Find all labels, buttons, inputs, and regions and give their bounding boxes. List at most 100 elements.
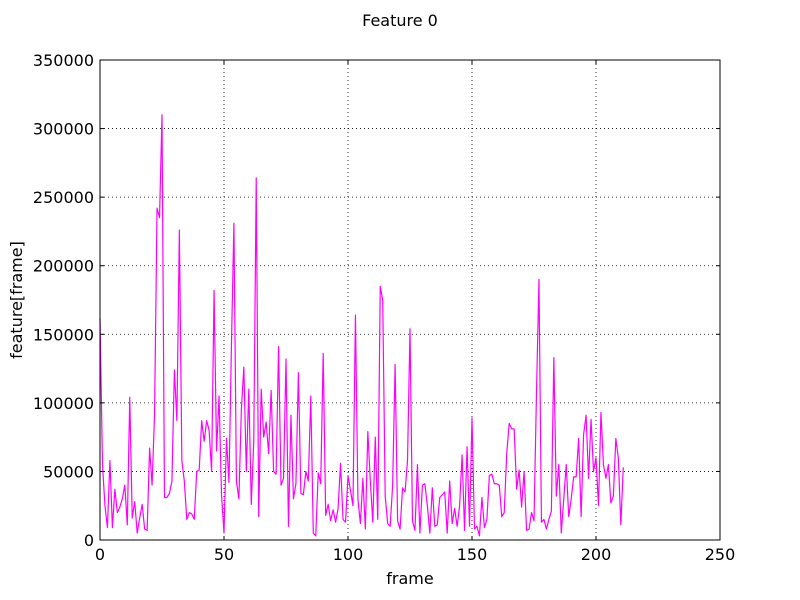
y-tick-label: 0 <box>84 531 94 550</box>
data-point <box>124 485 125 486</box>
data-point <box>216 450 217 451</box>
data-point <box>231 345 232 346</box>
data-point <box>218 395 219 396</box>
data-point <box>211 471 212 472</box>
data-point <box>504 512 505 513</box>
data-point <box>382 299 383 300</box>
data-point <box>142 504 143 505</box>
data-point <box>442 494 443 495</box>
data-point <box>213 290 214 291</box>
data-point <box>293 498 294 499</box>
data-point <box>585 415 586 416</box>
data-point <box>206 420 207 421</box>
data-point <box>298 372 299 373</box>
data-point <box>439 497 440 498</box>
x-tick-label: 250 <box>705 545 736 564</box>
data-point <box>499 485 500 486</box>
data-point <box>600 412 601 413</box>
data-point <box>236 480 237 481</box>
data-point <box>541 522 542 523</box>
data-point <box>233 223 234 224</box>
data-point <box>122 498 123 499</box>
data-point <box>563 498 564 499</box>
data-point <box>290 415 291 416</box>
data-point <box>471 417 472 418</box>
data-point <box>109 460 110 461</box>
data-point <box>466 446 467 447</box>
data-point <box>454 508 455 509</box>
data-point <box>514 428 515 429</box>
data-point <box>370 480 371 481</box>
data-point <box>119 506 120 507</box>
data-point <box>556 496 557 497</box>
x-tick-label: 200 <box>581 545 612 564</box>
data-point <box>241 409 242 410</box>
data-point <box>258 516 259 517</box>
data-point <box>494 483 495 484</box>
grid-lines <box>100 60 720 540</box>
data-point <box>139 517 140 518</box>
y-tick-label: 50000 <box>43 462 94 481</box>
data-point <box>147 530 148 531</box>
x-tick-label: 100 <box>333 545 364 564</box>
data-point <box>154 413 155 414</box>
data-point <box>357 498 358 499</box>
data-point <box>390 526 391 527</box>
data-point <box>603 464 604 465</box>
data-point <box>144 528 145 529</box>
data-point <box>129 397 130 398</box>
data-point <box>156 208 157 209</box>
data-point <box>399 528 400 529</box>
data-point <box>566 464 567 465</box>
data-point <box>161 114 162 115</box>
data-point <box>380 286 381 287</box>
data-point <box>164 497 165 498</box>
data-point <box>196 471 197 472</box>
data-point <box>613 496 614 497</box>
data-point <box>511 428 512 429</box>
data-point <box>424 483 425 484</box>
data-point <box>385 496 386 497</box>
data-point <box>268 453 269 454</box>
data-point <box>581 516 582 517</box>
data-point <box>325 515 326 516</box>
data-point <box>102 464 103 465</box>
data-point <box>328 504 329 505</box>
data-point <box>330 520 331 521</box>
data-point <box>481 497 482 498</box>
data-point <box>412 520 413 521</box>
data-point <box>548 519 549 520</box>
data-point <box>335 522 336 523</box>
data-point <box>340 463 341 464</box>
data-point <box>417 464 418 465</box>
data-point <box>275 474 276 475</box>
data-point <box>486 519 487 520</box>
x-axis-label: frame <box>386 569 433 588</box>
data-point <box>253 441 254 442</box>
data-point <box>288 526 289 527</box>
data-point <box>134 501 135 502</box>
data-point <box>273 471 274 472</box>
data-point <box>226 438 227 439</box>
data-point <box>434 526 435 527</box>
data-point <box>623 467 624 468</box>
data-point <box>362 478 363 479</box>
data-point <box>437 524 438 525</box>
chart-title: Feature 0 <box>362 11 438 30</box>
data-point <box>457 526 458 527</box>
data-point <box>496 483 497 484</box>
data-point <box>186 519 187 520</box>
data-point <box>159 217 160 218</box>
data-point <box>271 390 272 391</box>
y-tick-label: 200000 <box>33 257 94 276</box>
data-point <box>342 519 343 520</box>
data-point <box>166 497 167 498</box>
data-point <box>395 364 396 365</box>
data-point <box>171 480 172 481</box>
data-point <box>523 471 524 472</box>
data-point <box>618 457 619 458</box>
data-point <box>345 522 346 523</box>
data-point <box>489 475 490 476</box>
data-point <box>181 460 182 461</box>
data-point <box>246 471 247 472</box>
